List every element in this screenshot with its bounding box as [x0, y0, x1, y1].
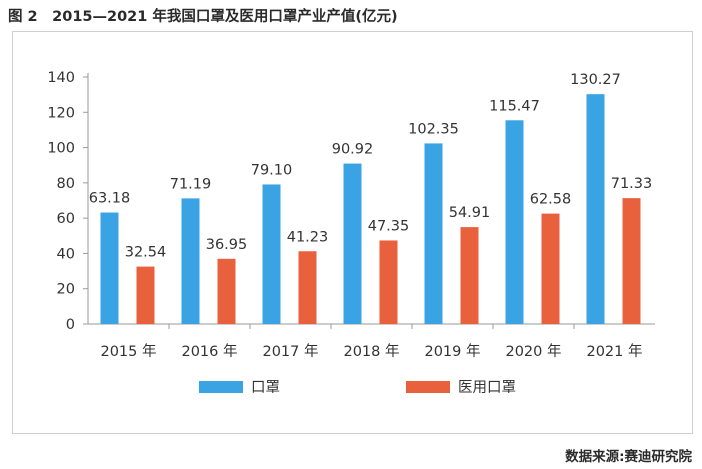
x-category-label: 2015 年 — [100, 343, 156, 360]
bar-kouzhao — [343, 163, 362, 324]
x-category-label: 2017 年 — [262, 343, 318, 360]
y-tick-label: 60 — [57, 211, 75, 227]
data-label: 71.19 — [170, 176, 212, 192]
bar-yiyong-kouzhao — [298, 251, 317, 324]
bar-kouzhao — [100, 212, 119, 324]
figure-title: 图 2 2015—2021 年我国口罩及医用口罩产业产值(亿元) — [8, 9, 398, 25]
x-category-label: 2020 年 — [505, 343, 561, 360]
bar-yiyong-kouzhao — [541, 213, 560, 324]
data-label: 63.18 — [89, 191, 131, 207]
data-label: 47.35 — [368, 218, 410, 234]
data-label: 115.47 — [489, 98, 540, 114]
source-note: 数据来源:赛迪研究院 — [565, 449, 692, 465]
y-tick-label: 80 — [57, 176, 75, 192]
legend-yiyong-kouzhao-swatch — [406, 381, 450, 393]
data-label: 130.27 — [570, 72, 621, 88]
data-label: 36.95 — [206, 237, 248, 253]
legend-kouzhao-swatch — [199, 381, 243, 393]
y-tick-label: 100 — [47, 141, 75, 157]
y-tick-label: 40 — [57, 246, 75, 262]
value-labels: 63.18 32.54 71.19 36.95 79.10 41.23 90.92 47.35… — [89, 72, 653, 260]
x-category-label: 2021 年 — [586, 343, 642, 360]
data-label: 54.91 — [449, 205, 491, 221]
chart-frame — [12, 31, 693, 434]
bar-kouzhao — [181, 198, 200, 324]
data-label: 32.54 — [125, 245, 167, 261]
x-axis: 2015 年 2016 年 2017 年 2018 年 2019 年 2020 年 2021… — [88, 323, 655, 360]
bar-kouzhao — [262, 184, 281, 324]
data-label: 102.35 — [408, 121, 459, 137]
y-tick-label: 0 — [66, 317, 75, 333]
bar-yiyong-kouzhao — [136, 266, 155, 324]
y-tick-label: 20 — [57, 282, 75, 298]
data-label: 90.92 — [332, 142, 374, 158]
legend-yiyong-kouzhao-label: 医用口罩 — [458, 380, 516, 396]
bar-kouzhao — [586, 94, 605, 324]
bars — [100, 94, 641, 325]
bar-yiyong-kouzhao — [460, 227, 479, 324]
data-label: 62.58 — [530, 192, 572, 208]
y-tick-label: 140 — [47, 70, 75, 86]
x-category-label: 2019 年 — [424, 343, 480, 360]
data-label: 79.10 — [251, 162, 293, 178]
legend-kouzhao-label: 口罩 — [251, 380, 280, 396]
data-label: 71.33 — [611, 176, 653, 192]
bar-kouzhao — [424, 143, 443, 324]
bar-yiyong-kouzhao — [379, 240, 398, 324]
data-label: 41.23 — [287, 229, 329, 245]
x-category-label: 2016 年 — [181, 343, 237, 360]
x-category-label: 2018 年 — [343, 343, 399, 360]
y-axis: 0 20 40 60 80 100 120 140 — [47, 70, 89, 333]
legend: 口罩 医用口罩 — [199, 380, 516, 396]
y-tick-label: 120 — [47, 105, 75, 121]
bar-yiyong-kouzhao — [217, 258, 236, 324]
bar-kouzhao — [505, 120, 524, 325]
bar-yiyong-kouzhao — [622, 198, 641, 324]
